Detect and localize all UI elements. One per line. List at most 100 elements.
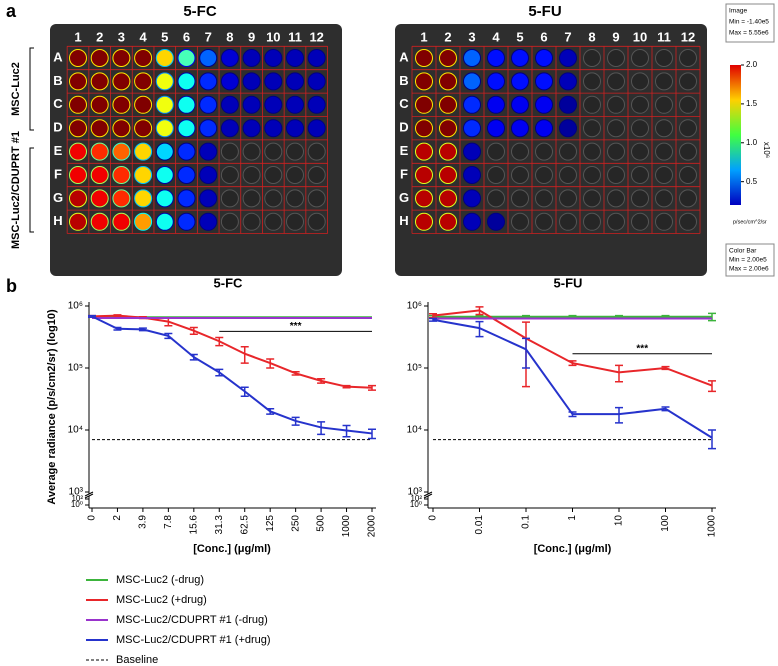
well bbox=[286, 49, 304, 67]
column-label: 4 bbox=[492, 29, 500, 44]
group-label: MSC-Luc2/CDUPRT #1 bbox=[10, 131, 22, 249]
well bbox=[220, 212, 239, 231]
y-tick-label: 10⁰ bbox=[71, 500, 83, 509]
y-tick-label: 10³ bbox=[69, 487, 84, 498]
error-bar bbox=[164, 332, 173, 340]
well bbox=[69, 166, 87, 184]
y-tick-label: 10² bbox=[71, 494, 83, 503]
well bbox=[511, 166, 529, 184]
column-label: 4 bbox=[139, 29, 147, 44]
well bbox=[199, 119, 218, 138]
column-label: 9 bbox=[248, 29, 255, 44]
well bbox=[307, 72, 326, 91]
x-tick-label: 1000 bbox=[707, 515, 718, 538]
column-label: 2 bbox=[444, 29, 451, 44]
well bbox=[487, 49, 505, 67]
row-label: D bbox=[53, 120, 62, 135]
well bbox=[679, 119, 697, 138]
y-tick-label: 10³ bbox=[408, 487, 423, 498]
well bbox=[439, 95, 457, 114]
well bbox=[112, 72, 131, 91]
column-label: 10 bbox=[633, 29, 647, 44]
well bbox=[559, 95, 577, 114]
well bbox=[559, 212, 577, 231]
well bbox=[286, 72, 304, 91]
row-label: E bbox=[54, 143, 63, 158]
well bbox=[155, 189, 174, 208]
well bbox=[607, 166, 625, 184]
colorbar-tick-label: 0.5 bbox=[746, 177, 758, 186]
well bbox=[511, 49, 529, 67]
well bbox=[264, 72, 283, 91]
column-label: 12 bbox=[309, 29, 323, 44]
well bbox=[679, 95, 697, 114]
well bbox=[535, 49, 553, 67]
well bbox=[177, 212, 196, 231]
well bbox=[242, 72, 261, 91]
column-label: 5 bbox=[161, 29, 168, 44]
well bbox=[559, 189, 577, 208]
plate-title: 5-FC bbox=[183, 3, 217, 20]
well bbox=[220, 189, 239, 208]
legend-label: MSC-Luc2/CDUPRT #1 (-drug) bbox=[116, 614, 268, 626]
well bbox=[607, 95, 625, 114]
well bbox=[535, 95, 553, 114]
info-text: Max = 5.55e6 bbox=[729, 30, 769, 37]
well bbox=[631, 189, 649, 208]
well bbox=[559, 142, 577, 161]
error-bar bbox=[138, 327, 147, 332]
well bbox=[242, 49, 261, 67]
error-bar bbox=[291, 416, 300, 426]
well bbox=[112, 95, 131, 114]
row-label: D bbox=[399, 120, 408, 135]
well bbox=[220, 142, 239, 161]
well bbox=[112, 49, 131, 67]
well bbox=[307, 166, 326, 184]
well bbox=[655, 72, 673, 91]
error-bar bbox=[113, 326, 122, 331]
colorbar-multiplier: x10⁶ bbox=[762, 142, 771, 158]
y-tick-label: 10⁰ bbox=[410, 500, 422, 509]
well bbox=[487, 142, 505, 161]
error-bar bbox=[266, 358, 275, 369]
well bbox=[511, 142, 529, 161]
x-tick-label: 2000 bbox=[367, 515, 378, 538]
error-bar bbox=[342, 424, 351, 438]
chart-title: 5-FC bbox=[214, 275, 244, 290]
well bbox=[415, 142, 433, 161]
error-bar bbox=[368, 384, 376, 391]
x-tick-label: 0 bbox=[428, 515, 439, 521]
well bbox=[112, 189, 131, 208]
y-tick-label: 10⁶ bbox=[68, 301, 83, 312]
info-text: Color Bar bbox=[729, 248, 757, 255]
well bbox=[415, 212, 433, 231]
well bbox=[199, 212, 218, 231]
x-axis-label: [Conc.] (μg/ml) bbox=[534, 543, 612, 555]
well bbox=[177, 49, 196, 67]
well bbox=[69, 95, 87, 114]
well bbox=[511, 119, 529, 138]
well bbox=[199, 95, 218, 114]
well bbox=[439, 72, 457, 91]
x-tick-label: 2 bbox=[112, 515, 123, 521]
y-tick-label: 10⁵ bbox=[68, 363, 83, 374]
y-tick-label: 10² bbox=[410, 494, 422, 503]
column-label: 1 bbox=[74, 29, 81, 44]
well bbox=[90, 72, 109, 91]
well bbox=[679, 166, 697, 184]
error-bar bbox=[291, 371, 300, 376]
well bbox=[199, 49, 218, 67]
group-label: MSC-Luc2 bbox=[10, 62, 22, 116]
error-bar bbox=[708, 380, 716, 393]
well bbox=[199, 142, 218, 161]
x-tick-label: 125 bbox=[265, 515, 276, 532]
well bbox=[199, 189, 218, 208]
error-bar bbox=[661, 406, 670, 412]
error-bar bbox=[475, 306, 484, 316]
column-label: 6 bbox=[183, 29, 190, 44]
well bbox=[583, 49, 601, 67]
info-text: Image bbox=[729, 8, 747, 15]
well bbox=[583, 212, 601, 231]
significance-label: *** bbox=[636, 343, 648, 354]
well bbox=[307, 142, 326, 161]
